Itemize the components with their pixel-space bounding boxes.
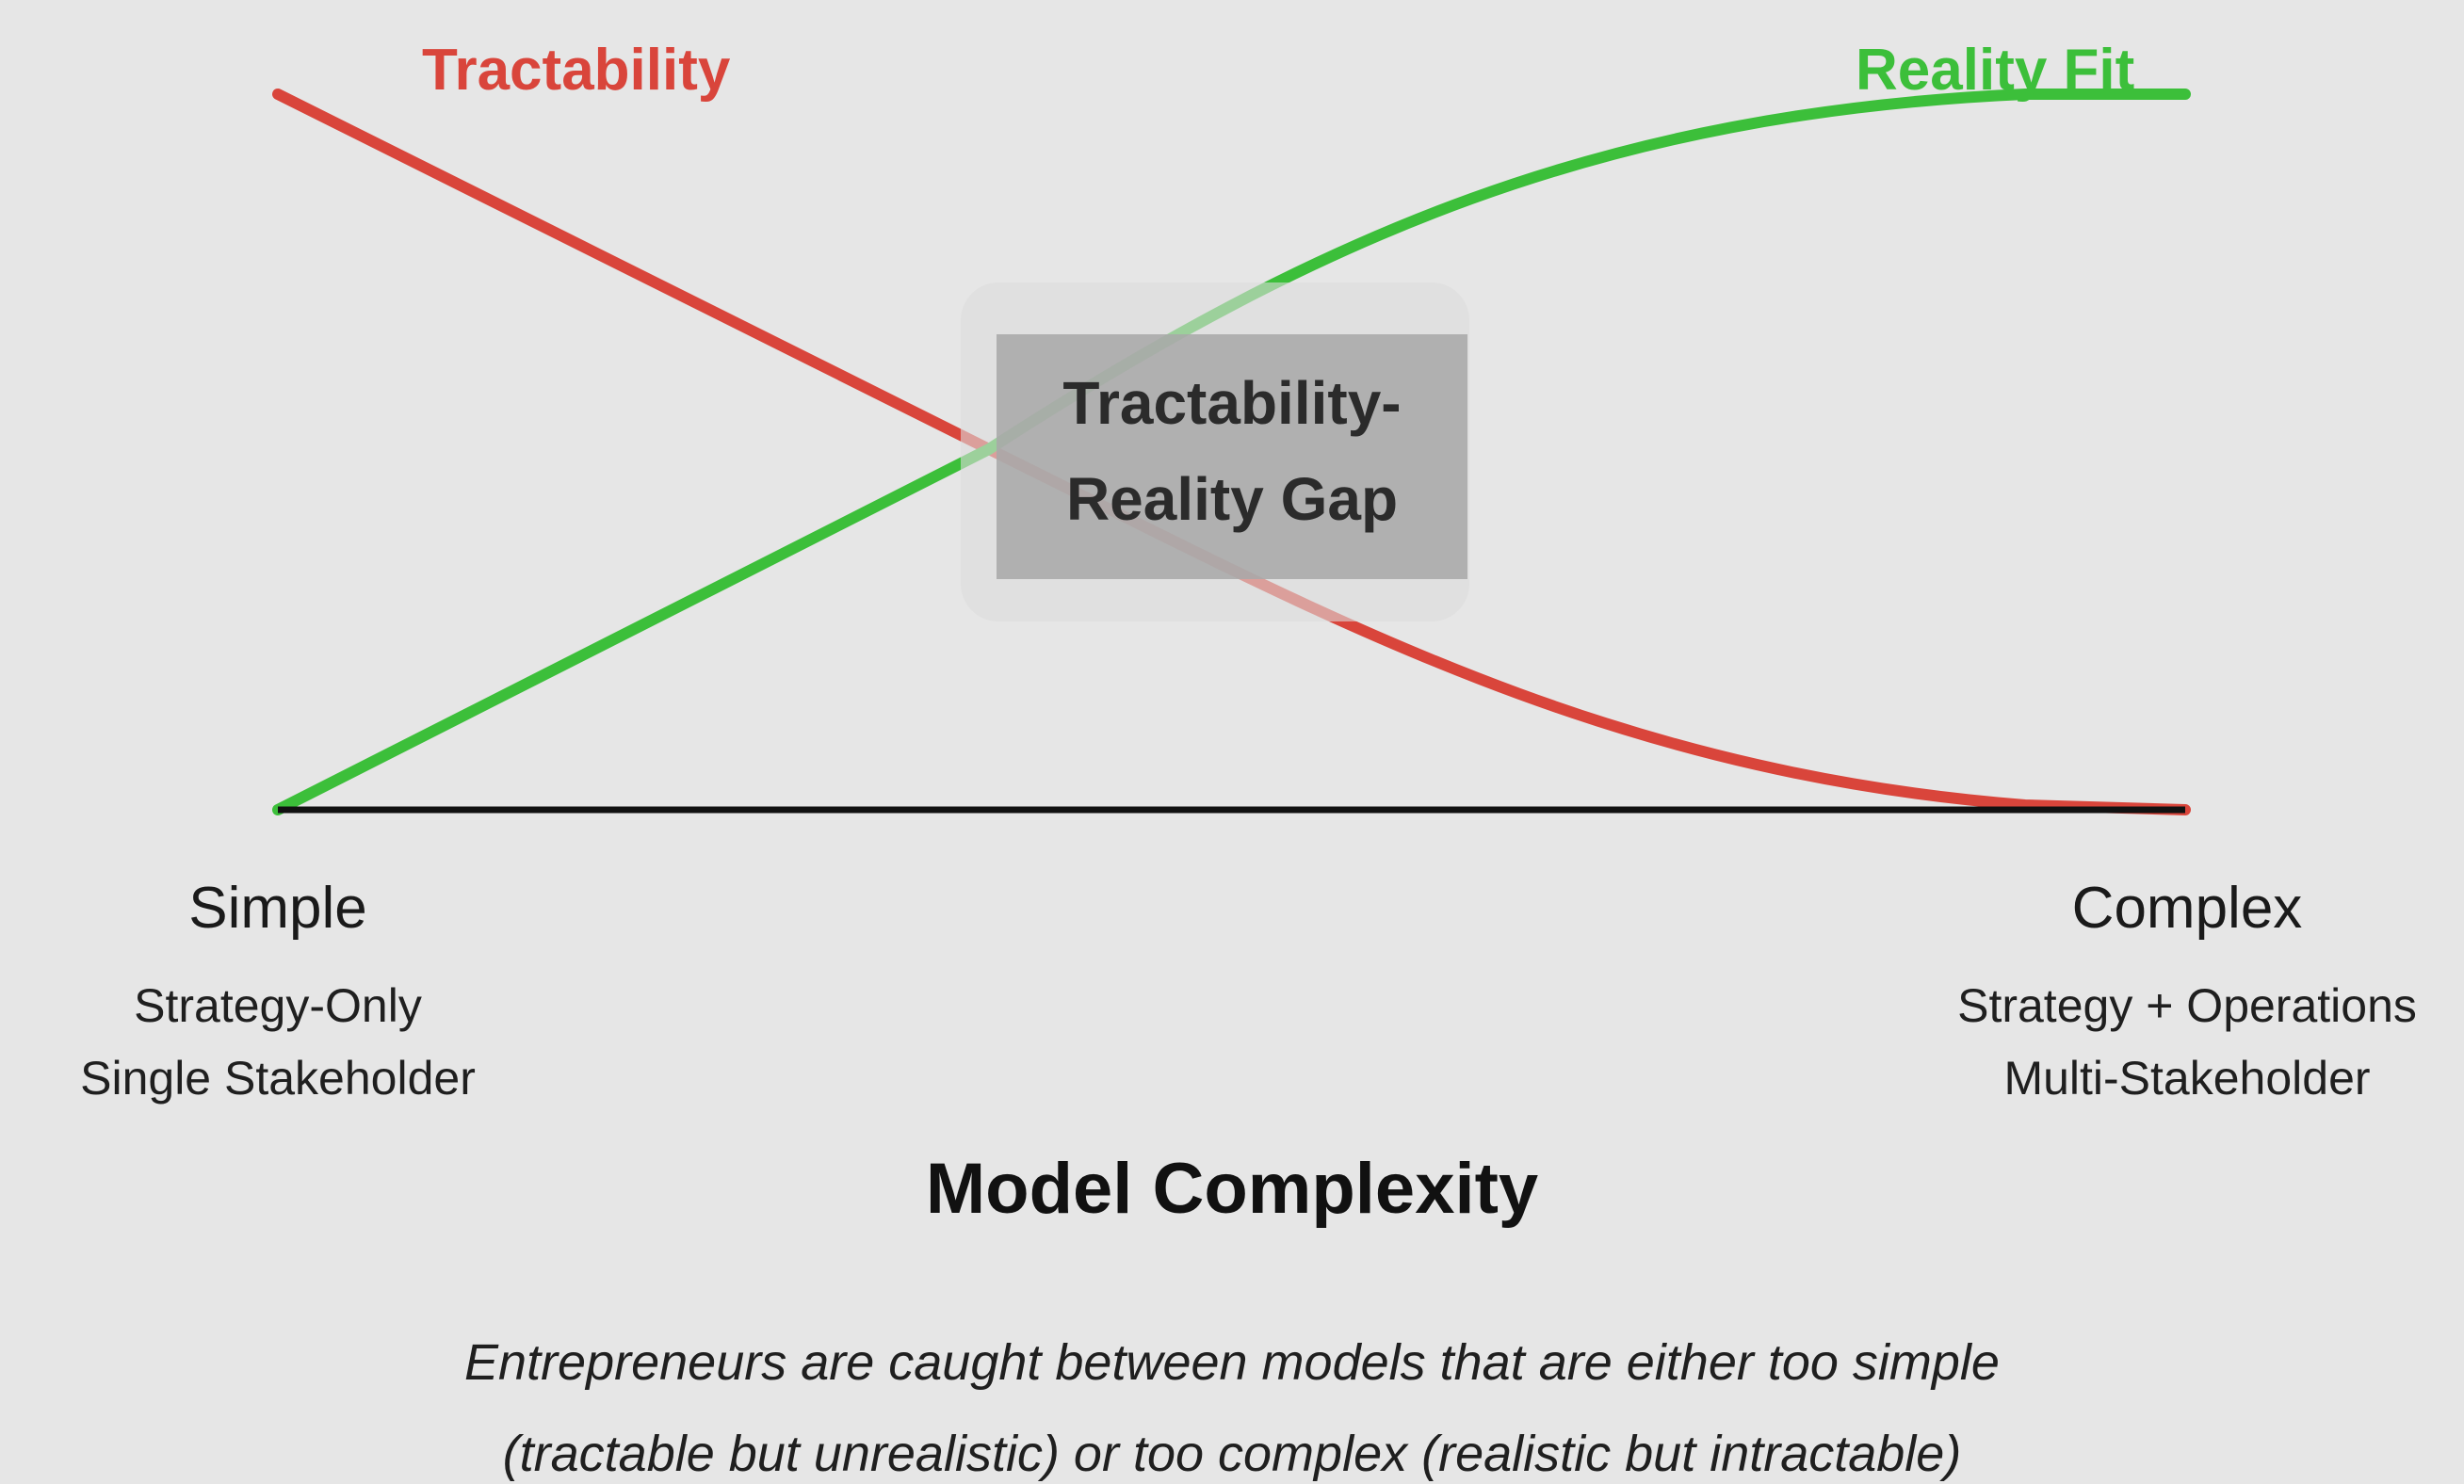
caption-line1: Entrepreneurs are caught between models …: [464, 1334, 2000, 1391]
right-end-title: Complex: [2072, 876, 2303, 941]
axis-title: Model Complexity: [926, 1149, 1538, 1229]
left-end-title: Simple: [188, 876, 367, 941]
left-end-sub2: Single Stakeholder: [80, 1052, 476, 1105]
right-end-sub1: Strategy + Operations: [1957, 979, 2417, 1032]
gap-box: [997, 334, 1467, 579]
tractability-label: Tractability: [422, 38, 731, 103]
gap-label-line1: Tractability-: [1062, 369, 1401, 437]
gap-label-line2: Reality Gap: [1066, 465, 1398, 533]
right-end-sub2: Multi-Stakeholder: [2003, 1052, 2370, 1105]
reality-fit-label: Reality Fit: [1856, 38, 2134, 103]
left-end-sub1: Strategy-Only: [134, 979, 422, 1032]
caption-line2: (tractable but unrealistic) or too compl…: [503, 1426, 1962, 1482]
